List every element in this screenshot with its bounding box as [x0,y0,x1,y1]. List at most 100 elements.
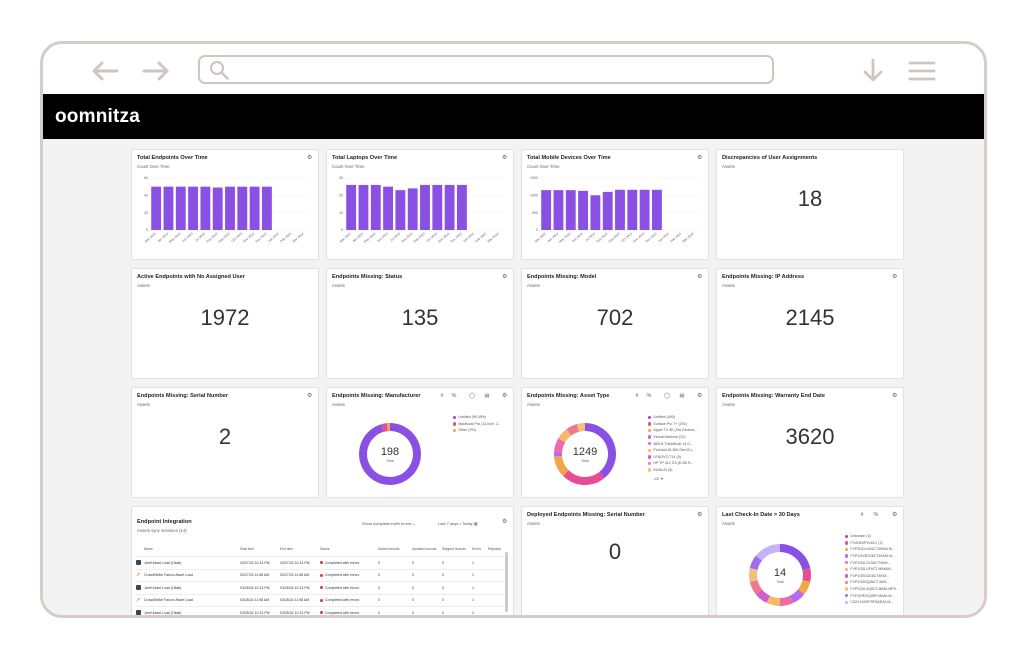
legend-item[interactable]: FVP1ER0JQ0RF4KMA M... [845,592,899,599]
date-range-select[interactable]: Last 7 days • Today ▦ [438,521,478,526]
search-input[interactable] [198,55,774,84]
donut-toggle-icon[interactable]: ◯ [664,393,671,399]
column-header [136,547,144,555]
legend-item[interactable]: Other (0%) [453,427,501,434]
donut-total-label: Total [581,458,589,463]
x-tick-label: May 2023 [558,232,571,244]
gear-icon[interactable]: ⚙ [502,519,508,525]
legend-swatch [845,547,849,552]
legend-item[interactable]: Untitled (95.45%) [453,414,501,421]
x-tick-label: Jun 2023 [181,232,194,244]
legend-item[interactable]: FVP1G0L3Q6CT4KMA MPV... [845,586,899,593]
gear-icon[interactable]: ⚙ [697,155,703,161]
error-status-dot [320,561,323,565]
donut-total: 198 [380,445,400,458]
table-view-icon[interactable]: ▤ [679,393,685,399]
legend-item[interactable]: HP TP 412 G3 (8 GB R... [648,460,697,467]
gear-icon[interactable]: ⚙ [697,274,703,280]
legend-item[interactable]: ProLiant DL360 Gen10 (... [648,447,697,454]
legend-item[interactable]: Virtual Machine (31) [648,434,697,441]
legend-swatch [648,448,652,452]
x-tick-label: Mar 2024 [292,232,305,244]
legend-item[interactable]: Surface Pro 7+ (291) [648,421,697,428]
x-tick-label: Sep 2023 [608,232,621,244]
donut-slice [554,455,569,476]
x-tick-label: Apr 2023 [547,232,560,244]
status-filter-select[interactable]: Show completed with errors ⌄ [362,521,416,526]
gear-icon[interactable]: ⚙ [502,393,508,399]
donut-toggle-icon[interactable]: ◯ [469,393,476,399]
legend-item[interactable]: FVP1G0G3G6CT4KM... [845,573,899,580]
widget-subtitle: Assets [332,283,345,288]
legend-pager[interactable]: 1/2 ▼ [654,477,664,481]
added-records: 0 [378,598,380,602]
gear-icon[interactable]: ⚙ [307,393,313,399]
legend-item[interactable]: Apple TV 4K (3rd Genera... [648,427,697,434]
hash-icon[interactable]: # [440,393,444,399]
widget-subtitle: Assets [527,521,540,526]
legend-item[interactable]: FVP1G0L2VG6CT4KM... [845,559,899,566]
legend-label: HP TP 412 G3 (8 GB R... [653,461,694,466]
arrow-right-icon[interactable] [141,56,171,86]
legend-item[interactable]: FV4NK0PVL6CJ (1) [845,540,899,547]
table-header: Name Start time End time Status Added record… [136,547,504,555]
x-tick-label: Aug 2023 [400,232,413,244]
legend-item[interactable]: Untitled (490) [648,414,697,421]
legend-swatch [845,574,849,578]
widget-title: Total Endpoints Over Time [137,155,208,161]
jamf-icon [136,559,144,566]
column-header: Rejected [488,547,502,551]
widget-title: Active Endpoints with No Assigned User [137,274,245,280]
legend-item[interactable]: FVP1GVB1G6CT4KMA M... [845,553,899,560]
legend-label: LENOVO T14 (5) [653,454,681,459]
legend-swatch [453,428,457,433]
download-icon[interactable] [858,56,888,86]
x-tick-label: Jul 2023 [389,232,401,243]
table-row[interactable]: ➚ CrowdStrike Falcon Asset Load 03/26/24 1… [136,593,504,606]
gear-icon[interactable]: ⚙ [892,512,898,518]
widget-subtitle: Count Over Time [527,164,560,169]
legend-item[interactable]: LENOVO T14 (5) [648,454,697,461]
gear-icon[interactable]: ⚙ [697,512,703,518]
table-row[interactable]: Jamf Asset Load (Okati) 03/27/24 10:13 PM… [136,556,504,568]
legend-item[interactable]: MacBook Pro (13-inch, 2... [453,421,501,428]
legend-label: FVP1G0LUF6CT4KMAM... [850,567,894,572]
percent-icon[interactable]: % [451,393,457,399]
updated-records: 0 [412,598,414,602]
donut-slice [558,429,572,443]
gear-icon[interactable]: ⚙ [892,274,898,280]
table-view-icon[interactable]: ▤ [484,393,490,399]
hamburger-icon[interactable] [907,56,937,86]
table-row[interactable]: ➚ CrowdStrike Falcon Asset Load 03/27/24 1… [136,568,504,581]
gear-icon[interactable]: ⚙ [307,155,313,161]
legend-label: Apple TV 4K (3rd Genera... [653,428,697,433]
gear-icon[interactable]: ⚙ [697,393,703,399]
legend-item[interactable]: FVP1G0DQD6CT4KM... [845,579,899,586]
legend-item[interactable]: FVP1G0LUF6CT4KMAM... [845,566,899,573]
legend-item[interactable]: MBLN ThinkBook 14 G... [648,440,697,447]
y-tick-label: 0 [146,228,148,232]
x-tick-label: May 2023 [363,232,376,244]
gear-icon[interactable]: ⚙ [892,393,898,399]
hash-icon[interactable]: # [635,393,639,399]
legend-item[interactable]: INVALID (5) [648,467,697,474]
arrow-left-icon[interactable] [90,56,120,86]
metric-value: 135 [401,305,439,330]
table-row[interactable]: Jamf Asset Load (Okati) 03/25/24 10:13 PM… [136,606,504,615]
table-row[interactable]: Jamf Asset Load (Okati) 03/26/24 10:13 PM… [136,581,504,593]
legend-item[interactable]: FVP3DDL4G6CT4KMA M... [845,546,899,553]
scrollbar[interactable] [505,552,508,612]
gear-icon[interactable]: ⚙ [502,155,508,161]
percent-icon[interactable]: % [646,393,652,399]
x-tick-label: Apr 2023 [157,232,170,244]
legend-item[interactable]: C02C1K0SPSF8AE4A M... [845,599,899,606]
status: Completed with errors [320,573,378,577]
gear-icon[interactable]: ⚙ [502,274,508,280]
donut-slice [766,595,781,606]
widget-title: Endpoints Missing: Serial Number [137,393,229,399]
legend-swatch [648,468,652,472]
hash-icon[interactable]: # [860,512,864,518]
percent-icon[interactable]: % [873,512,879,518]
legend-item[interactable]: Unknown (3) [845,533,899,540]
status: Completed with errors [320,561,378,565]
